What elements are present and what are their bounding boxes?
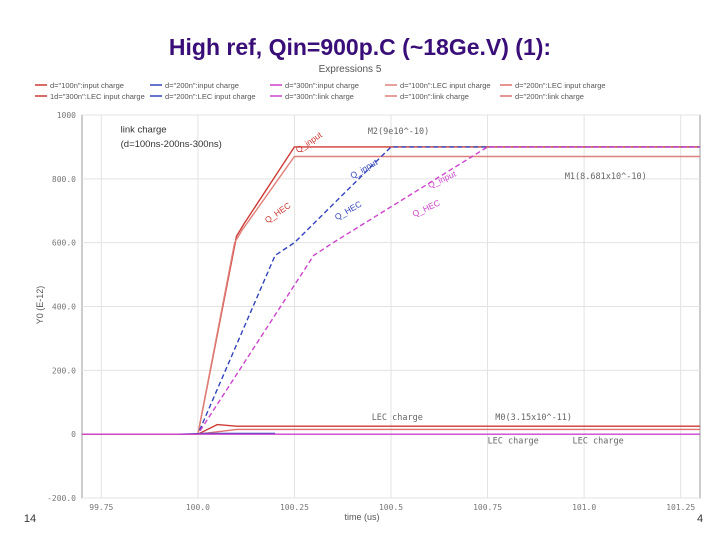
legend-entry: d="100n":LEC input charge <box>400 81 491 90</box>
annotation-label: link charge <box>121 125 167 136</box>
y-axis-label: Y0 (E-12) <box>35 286 45 325</box>
y-tick-label: 600.0 <box>52 239 76 248</box>
x-tick-label: 100.75 <box>473 503 502 512</box>
y-tick-label: 800.0 <box>52 175 76 184</box>
x-tick-label: 100.25 <box>280 503 309 512</box>
annotation-label: (d=100ns-200ns-300ns) <box>121 139 222 150</box>
annotation-label: LEC charge <box>372 413 423 423</box>
y-tick-label: 200.0 <box>52 366 76 375</box>
x-tick-label: 99.75 <box>89 503 113 512</box>
legend-entry: d="200n":LEC input charge <box>165 92 256 101</box>
legend-entry: d="100n":link charge <box>400 92 469 101</box>
x-tick-label: 100.0 <box>186 503 210 512</box>
page-number-left: 14 <box>24 513 36 525</box>
legend-entry: d="300n":input charge <box>285 81 359 90</box>
legend-entry: d="200n":link charge <box>515 92 584 101</box>
series-group <box>82 146 700 435</box>
y-axis: -200.0 0 200.0 400.0 600.0 800.0 1000 <box>47 111 76 503</box>
legend-entry: d="200n":input charge <box>165 81 239 90</box>
x-axis: 99.75 100.0 100.25 100.5 100.75 101.0 101.25 <box>89 503 695 512</box>
x-tick-label: 101.0 <box>572 503 596 512</box>
annotation-label: M0(3.15x10^-11) <box>495 413 572 423</box>
legend-entry: d="100n":input charge <box>50 81 124 90</box>
legend-entry: d="200n":LEC input charge <box>515 81 606 90</box>
chart-title: Expressions 5 <box>319 64 382 75</box>
page-number-right: 4 <box>697 513 703 525</box>
annotation-label: LEC charge <box>573 437 624 447</box>
x-tick-label: 101.25 <box>666 503 695 512</box>
slide-title: High ref, Qin=900p.C (~18Ge.V) (1): <box>168 34 552 60</box>
legend-entry: 1d="300n":LEC input charge <box>50 92 145 101</box>
y-tick-label: 400.0 <box>52 303 76 312</box>
y-tick-label: 0 <box>71 430 76 439</box>
annotation-label: M1(8.681x10^-10) <box>565 172 647 182</box>
annotation-label: M2(9e10^-10) <box>368 127 429 137</box>
y-tick-label: 1000 <box>57 111 76 120</box>
x-axis-label: time (us) <box>344 512 379 522</box>
x-tick-label: 100.5 <box>379 503 403 512</box>
annotation-label: LEC charge <box>488 437 539 447</box>
y-tick-label: -200.0 <box>47 494 76 503</box>
legend: d="100n":input charge d="200n":input char… <box>35 81 606 101</box>
legend-entry: d="300n":link charge <box>285 92 354 101</box>
